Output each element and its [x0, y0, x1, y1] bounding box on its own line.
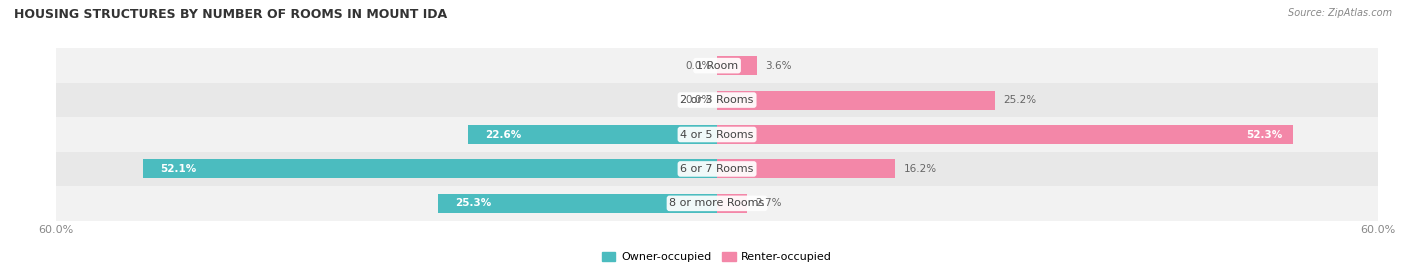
Bar [56, 152, 1378, 186]
Bar [717, 125, 1294, 144]
Bar [143, 160, 717, 178]
Text: 16.2%: 16.2% [904, 164, 938, 174]
Text: 3.6%: 3.6% [765, 61, 792, 71]
Text: 0.0%: 0.0% [685, 95, 711, 105]
Bar [56, 83, 1378, 117]
Bar [468, 125, 717, 144]
Text: 25.2%: 25.2% [1004, 95, 1036, 105]
Text: 52.1%: 52.1% [160, 164, 195, 174]
Bar [56, 48, 1378, 83]
Bar [717, 56, 756, 75]
Bar [717, 194, 747, 213]
Text: 4 or 5 Rooms: 4 or 5 Rooms [681, 129, 754, 140]
Text: 6 or 7 Rooms: 6 or 7 Rooms [681, 164, 754, 174]
Text: 52.3%: 52.3% [1246, 129, 1282, 140]
Text: 0.0%: 0.0% [685, 61, 711, 71]
Bar [717, 160, 896, 178]
Text: 2 or 3 Rooms: 2 or 3 Rooms [681, 95, 754, 105]
Bar [56, 186, 1378, 221]
Text: 1 Room: 1 Room [696, 61, 738, 71]
Text: 2.7%: 2.7% [755, 198, 782, 208]
Text: HOUSING STRUCTURES BY NUMBER OF ROOMS IN MOUNT IDA: HOUSING STRUCTURES BY NUMBER OF ROOMS IN… [14, 8, 447, 21]
Bar [439, 194, 717, 213]
Text: 25.3%: 25.3% [456, 198, 491, 208]
Text: 8 or more Rooms: 8 or more Rooms [669, 198, 765, 208]
Text: 22.6%: 22.6% [485, 129, 520, 140]
Legend: Owner-occupied, Renter-occupied: Owner-occupied, Renter-occupied [598, 247, 837, 267]
Text: Source: ZipAtlas.com: Source: ZipAtlas.com [1288, 8, 1392, 18]
Bar [717, 91, 994, 109]
Bar [56, 117, 1378, 152]
